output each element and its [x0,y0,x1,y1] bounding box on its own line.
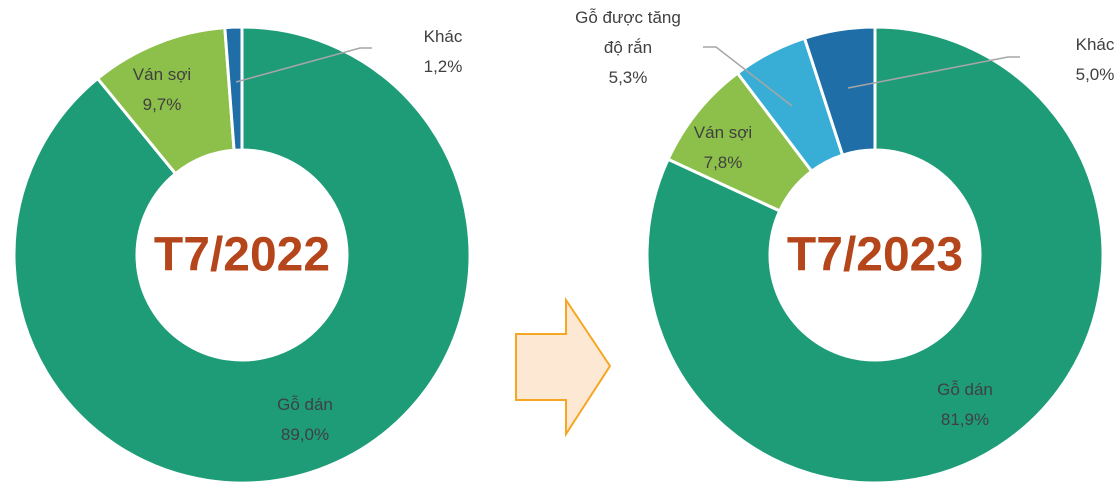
value-label: 1,2% [423,57,463,76]
value-label: 7,8% [703,153,743,172]
slice-label: Gỗ được tăng độ rắn 5,3% [573,3,683,93]
value-label: 5,0% [1075,65,1114,84]
slice-label: Gỗ dán 81,9% [937,375,993,435]
arrow [515,296,612,438]
leader-line [847,56,1020,89]
slice-label: Khác 5,0% [1076,30,1114,90]
leader-line [235,47,372,83]
leader-line [703,46,793,107]
center-title: T7/2023 [787,229,963,282]
category-label: Gỗ dán [937,380,993,399]
donut-slice [802,25,877,158]
slice-label: Khác 1,2% [424,22,463,82]
center-title: T7/2022 [154,229,330,282]
slice-label: Ván sợi 9,7% [133,60,191,120]
category-label: Khác [423,27,463,46]
donut-slice [12,25,472,482]
donut-slice [645,25,1105,482]
value-label: 89,0% [280,425,330,444]
category-label: Gỗ dán [277,395,333,414]
slice-label: Ván sợi 7,8% [694,118,752,178]
category-label: Ván sợi [693,123,753,142]
value-label: 9,7% [142,95,182,114]
value-label: 81,9% [940,410,990,429]
category-label: Ván sợi [132,65,192,84]
slice-label: Gỗ dán 89,0% [277,390,333,450]
donut-slice [223,25,244,152]
category-label: Khác [1075,35,1114,54]
value-label: 5,3% [608,68,648,87]
category-label: Gỗ được tăng độ rắn [575,8,681,57]
